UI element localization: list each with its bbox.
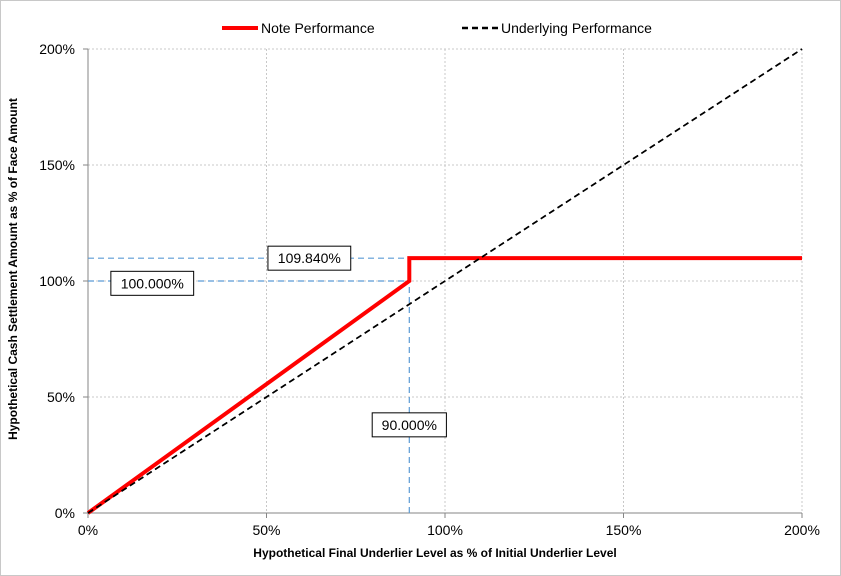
y-tick-label: 0% bbox=[55, 505, 75, 521]
x-tick-label: 100% bbox=[427, 522, 463, 538]
y-tick-label: 100% bbox=[39, 273, 75, 289]
x-axis-title: Hypothetical Final Underlier Level as % … bbox=[253, 546, 616, 560]
x-tick-label: 50% bbox=[252, 522, 280, 538]
x-tick-label: 0% bbox=[78, 522, 98, 538]
y-tick-label: 150% bbox=[39, 157, 75, 173]
y-tick-label: 50% bbox=[47, 389, 75, 405]
x-tick-label: 150% bbox=[606, 522, 642, 538]
annotation-label: 109.840% bbox=[278, 250, 341, 266]
legend-label: Note Performance bbox=[261, 20, 375, 36]
series-line-overlay bbox=[87, 48, 803, 514]
annotation-box bbox=[110, 270, 195, 296]
legend-label: Underlying Performance bbox=[501, 20, 652, 36]
annotation-label: 90.000% bbox=[382, 417, 437, 433]
y-tick-label: 200% bbox=[39, 41, 75, 57]
x-tick-label: 200% bbox=[784, 522, 820, 538]
annotation-box bbox=[371, 412, 447, 438]
annotation-label: 100.000% bbox=[121, 275, 184, 291]
y-axis-title: Hypothetical Cash Settlement Amount as %… bbox=[6, 98, 20, 440]
annotation-box bbox=[267, 245, 352, 271]
series-line bbox=[86, 256, 802, 515]
